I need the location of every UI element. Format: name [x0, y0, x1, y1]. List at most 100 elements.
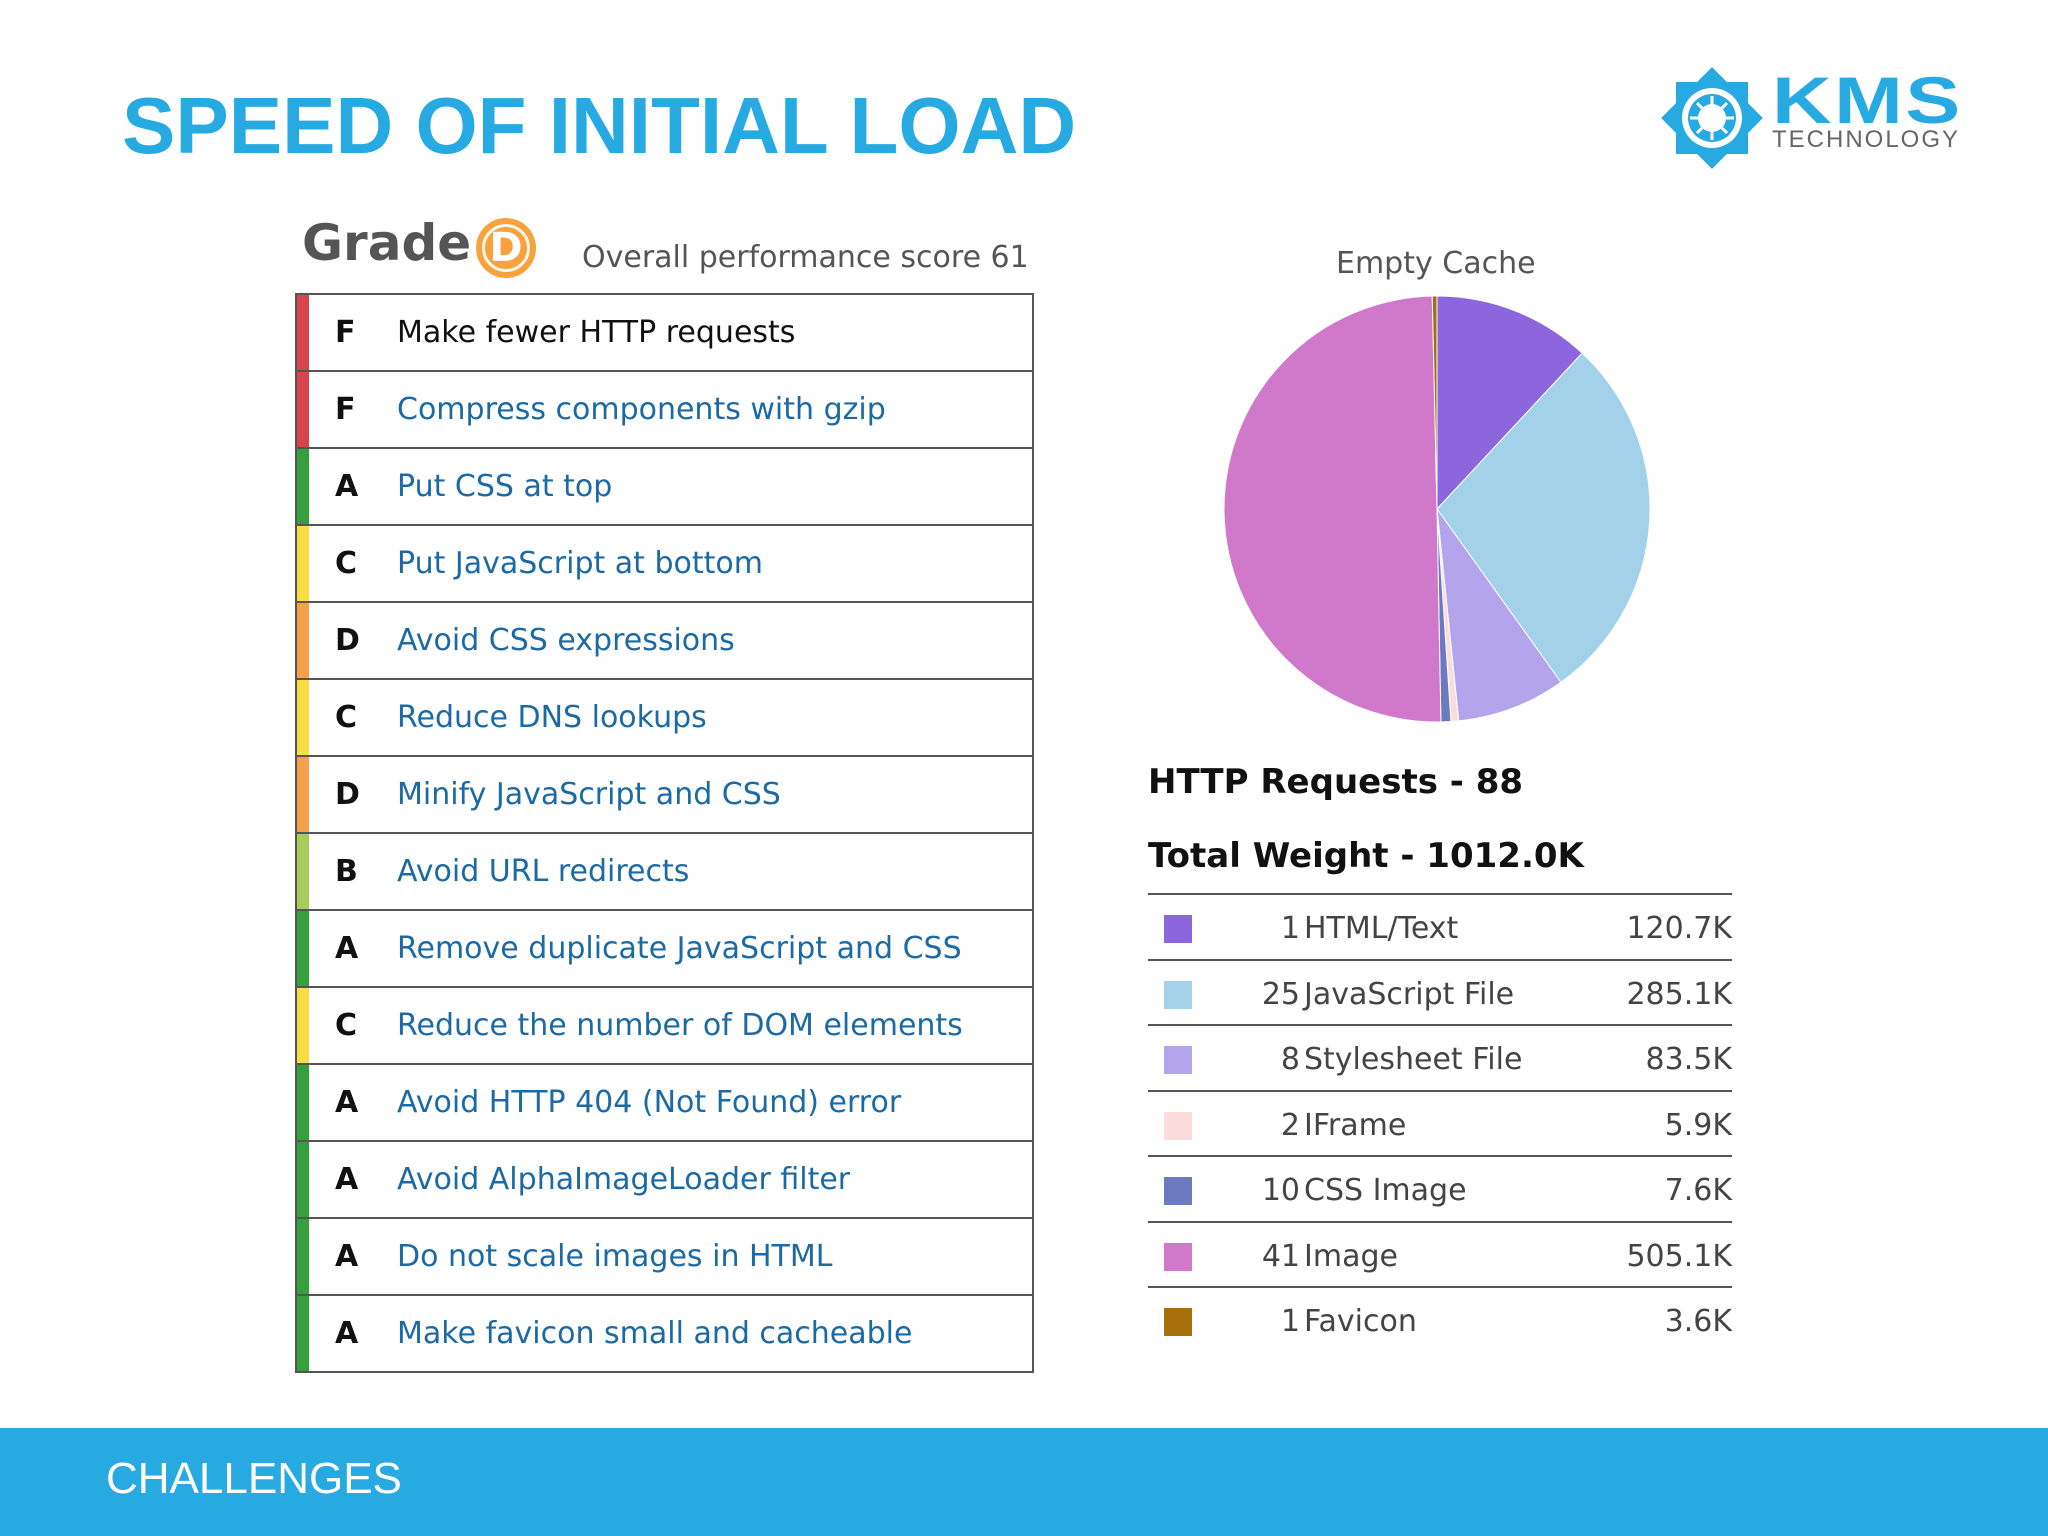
rule-row: A Make favicon small and cacheable: [297, 1296, 1032, 1371]
grade-color-bar: [297, 449, 309, 524]
rule-row: C Reduce the number of DOM elements: [297, 988, 1032, 1065]
grade-color-bar: [297, 757, 309, 832]
breakdown-row: 1 HTML/Text 120.7K: [1148, 895, 1732, 961]
kms-sun-icon: [1661, 67, 1763, 169]
legend-swatch: [1164, 1308, 1192, 1336]
grade-color-bar: [297, 1065, 309, 1140]
grade-color-bar: [297, 526, 309, 601]
rules-table: F Make fewer HTTP requests F Compress compo…: [295, 293, 1034, 1373]
rule-grade: A: [335, 1162, 359, 1197]
breakdown-row: 10 CSS Image 7.6K: [1148, 1157, 1732, 1223]
rule-link[interactable]: Avoid CSS expressions: [397, 623, 735, 658]
footer-bar: CHALLENGES: [0, 1428, 2048, 1536]
legend-swatch: [1164, 1177, 1192, 1205]
breakdown-row: 2 IFrame 5.9K: [1148, 1092, 1732, 1157]
component-count: 25: [1261, 976, 1300, 1012]
rule-grade: C: [335, 546, 358, 581]
rule-link[interactable]: Compress components with gzip: [397, 392, 886, 427]
component-type: IFrame: [1304, 1107, 1407, 1143]
total-weight: Total Weight - 1012.0K: [1148, 836, 1584, 876]
http-requests-total: HTTP Requests - 88: [1148, 762, 1524, 802]
logo-subtitle: TECHNOLOGY: [1772, 126, 1961, 153]
rule-link[interactable]: Do not scale images in HTML: [397, 1239, 833, 1274]
pie-slice-html-text: [1436, 295, 1583, 511]
grade-color-bar: [297, 1296, 309, 1371]
logo-wordmark: KMS: [1772, 63, 1963, 137]
rule-link[interactable]: Reduce the number of DOM elements: [397, 1008, 963, 1043]
rule-grade: C: [335, 1008, 358, 1043]
component-type: JavaScript File: [1304, 976, 1515, 1012]
grade-color-bar: [297, 1219, 309, 1294]
rule-grade: A: [335, 1239, 359, 1274]
rule-link[interactable]: Remove duplicate JavaScript and CSS: [397, 931, 962, 966]
grade-color-bar: [297, 834, 309, 909]
grade-color-bar: [297, 988, 309, 1063]
component-type: Favicon: [1304, 1304, 1417, 1339]
component-type: Stylesheet File: [1304, 1042, 1523, 1077]
component-count: 1: [1280, 911, 1300, 946]
rule-link[interactable]: Put CSS at top: [397, 469, 613, 504]
pie-slice-image: [1223, 295, 1442, 723]
rule-link[interactable]: Put JavaScript at bottom: [397, 546, 763, 581]
rule-row: A Avoid AlphaImageLoader filter: [297, 1142, 1032, 1219]
component-type: Image: [1304, 1238, 1398, 1274]
grade-label: Grade: [302, 214, 472, 272]
grade-color-bar: [297, 911, 309, 986]
rule-row: F Make fewer HTTP requests: [297, 295, 1032, 372]
rule-link[interactable]: Make favicon small and cacheable: [397, 1316, 913, 1351]
component-count: 8: [1280, 1042, 1300, 1077]
breakdown-row: 1 Favicon 3.6K: [1148, 1288, 1732, 1354]
rule-row: D Avoid CSS expressions: [297, 603, 1032, 680]
grade-color-bar: [297, 603, 309, 678]
component-size: 7.6K: [1664, 1173, 1732, 1208]
pie-title: Empty Cache: [1336, 246, 1536, 281]
component-count: 10: [1261, 1173, 1300, 1208]
kms-logo: KMS TECHNOLOGY: [1660, 63, 1963, 174]
breakdown-row: 8 Stylesheet File 83.5K: [1148, 1026, 1732, 1092]
component-type: CSS Image: [1304, 1173, 1467, 1208]
rule-row: A Remove duplicate JavaScript and CSS: [297, 911, 1032, 988]
rule-link[interactable]: Minify JavaScript and CSS: [397, 777, 781, 812]
grade-color-bar: [297, 1142, 309, 1217]
rule-link[interactable]: Make fewer HTTP requests: [397, 315, 796, 350]
rule-link[interactable]: Avoid HTTP 404 (Not Found) error: [397, 1085, 902, 1120]
rule-grade: A: [335, 1316, 359, 1351]
pie-slice-favicon: [1431, 295, 1438, 510]
rule-grade: A: [335, 1085, 359, 1120]
grade-color-bar: [297, 295, 309, 370]
rule-row: C Put JavaScript at bottom: [297, 526, 1032, 603]
component-size: 505.1K: [1626, 1238, 1732, 1274]
rule-link[interactable]: Avoid URL redirects: [397, 854, 690, 889]
rule-grade: D: [335, 623, 360, 658]
component-count: 2: [1280, 1107, 1300, 1143]
rule-grade: F: [335, 392, 356, 427]
rule-grade: D: [335, 777, 360, 812]
grade-color-bar: [297, 680, 309, 755]
rule-row: A Put CSS at top: [297, 449, 1032, 526]
component-count: 41: [1261, 1238, 1300, 1274]
pie-slice-javascript-file: [1436, 352, 1651, 683]
component-size: 3.6K: [1664, 1304, 1732, 1339]
legend-swatch: [1164, 1046, 1192, 1074]
pie-slice-stylesheet-file: [1436, 507, 1562, 722]
rule-row: A Avoid HTTP 404 (Not Found) error: [297, 1065, 1032, 1142]
grade-badge: D: [476, 218, 536, 278]
rule-row: C Reduce DNS lookups: [297, 680, 1032, 757]
component-size: 285.1K: [1626, 976, 1732, 1012]
component-type: HTML/Text: [1304, 911, 1459, 946]
legend-swatch: [1164, 1111, 1192, 1140]
rule-grade: C: [335, 700, 358, 735]
rule-row: D Minify JavaScript and CSS: [297, 757, 1032, 834]
grade-color-bar: [297, 372, 309, 447]
legend-swatch: [1164, 980, 1192, 1009]
performance-score: Overall performance score 61: [582, 240, 1029, 275]
rule-link[interactable]: Avoid AlphaImageLoader filter: [397, 1162, 851, 1197]
rule-grade: A: [335, 931, 359, 966]
rule-row: F Compress components with gzip: [297, 372, 1032, 449]
rule-grade: F: [335, 315, 356, 350]
slide-title: SPEED OF INITIAL LOAD: [122, 81, 1077, 170]
rule-row: B Avoid URL redirects: [297, 834, 1032, 911]
legend-swatch: [1164, 1242, 1192, 1271]
legend-swatch: [1164, 915, 1192, 943]
rule-link[interactable]: Reduce DNS lookups: [397, 700, 707, 735]
